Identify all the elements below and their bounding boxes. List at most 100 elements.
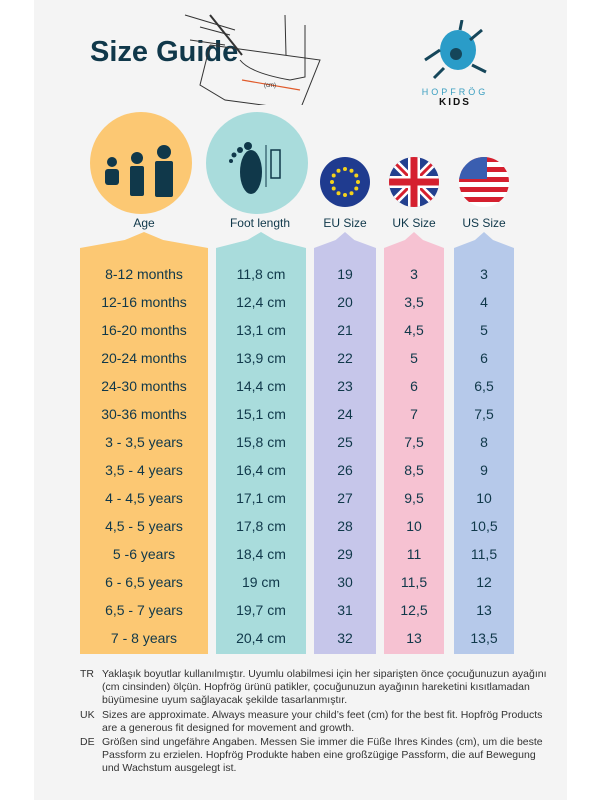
column-us-size: 3 4 5 6 6,5 7,5 8 9 10 10,5 11,5 12 13 13,5	[454, 232, 514, 654]
cell-us-size: 11,5	[470, 546, 498, 562]
cell-us-size: 12	[476, 574, 492, 590]
column-uk-size: 3 3,5 4,5 5 6 7 7,5 8,5 9,5 10 11 11,5 12,5 13	[384, 232, 444, 654]
cell-foot-length: 18,4 cm	[236, 546, 286, 562]
cell-eu-size: 26	[337, 462, 353, 478]
cell-uk-size: 10	[406, 518, 422, 534]
cell-age: 4,5 - 5 years	[105, 518, 183, 534]
note-text: Sizes are approximate. Always measure yo…	[102, 708, 543, 734]
cell-us-size: 7,5	[474, 406, 494, 422]
cell-eu-size: 30	[337, 574, 353, 590]
cell-foot-length: 12,4 cm	[236, 294, 286, 310]
cell-age: 24-30 months	[101, 378, 187, 394]
cell-age: 20-24 months	[101, 350, 187, 366]
column-foot-length: 11,8 cm 12,4 cm 13,1 cm 13,9 cm 14,4 cm 15,1 …	[216, 232, 306, 654]
column-eu-size: 19 20 21 22 23 24 25 26 27 28 29 30 31 32	[314, 232, 376, 654]
note-text: Größen sind ungefähre Angaben. Messen Si…	[102, 736, 543, 775]
cell-age: 16-20 months	[101, 322, 187, 338]
measure-label: (cm)	[264, 83, 276, 89]
cell-uk-size: 4,5	[404, 322, 424, 338]
cell-foot-length: 15,8 cm	[236, 434, 286, 450]
column-age: 8-12 months 12-16 months 16-20 months 20-24…	[80, 232, 208, 654]
cell-uk-size: 8,5	[404, 462, 424, 478]
page-title: Size Guide	[90, 36, 239, 68]
cell-eu-size: 21	[337, 322, 353, 338]
hopfrog-logo: HOPFRÖG KIDS	[410, 19, 500, 108]
cell-us-size: 3	[480, 266, 488, 282]
header-foot-length: Foot length	[229, 216, 291, 230]
cell-age: 6,5 - 7 years	[105, 602, 183, 618]
note-uk: UK Sizes are approximate. Always measure …	[80, 709, 550, 735]
cell-uk-size: 5	[410, 350, 418, 366]
cell-eu-size: 24	[337, 406, 353, 422]
cell-age: 6 - 6,5 years	[105, 574, 183, 590]
cell-foot-length: 13,1 cm	[236, 322, 286, 338]
cell-age: 4 - 4,5 years	[105, 490, 183, 506]
logo-sub: KIDS	[439, 97, 471, 108]
cell-us-size: 13,5	[470, 630, 498, 646]
cell-us-size: 10,5	[470, 518, 498, 534]
cell-age: 30-36 months	[101, 406, 187, 422]
cell-us-size: 6,5	[474, 378, 494, 394]
cell-uk-size: 7,5	[404, 434, 424, 450]
cell-us-size: 4	[480, 294, 488, 310]
cell-eu-size: 25	[337, 434, 353, 450]
cell-foot-length: 17,8 cm	[236, 518, 286, 534]
cell-foot-length: 20,4 cm	[236, 630, 286, 646]
cell-foot-length: 19 cm	[241, 574, 281, 590]
cell-foot-length: 11,8 cm	[236, 266, 286, 282]
header-us-size: US Size	[462, 216, 506, 230]
cell-uk-size: 3,5	[404, 294, 424, 310]
cell-age: 8-12 months	[105, 266, 183, 282]
cell-foot-length: 14,4 cm	[236, 378, 286, 394]
foot-measuring-illustration: (cm)	[184, 14, 321, 105]
cell-age: 3 - 3,5 years	[105, 434, 183, 450]
cell-uk-size: 13	[406, 630, 422, 646]
cell-foot-length: 15,1 cm	[236, 406, 286, 422]
cell-foot-length: 16,4 cm	[236, 462, 286, 478]
cell-uk-size: 9,5	[404, 490, 424, 506]
cell-uk-size: 7	[410, 406, 418, 422]
cell-eu-size: 19	[337, 266, 353, 282]
cell-us-size: 8	[480, 434, 488, 450]
header-eu-size: EU Size	[323, 216, 367, 230]
header-uk-size: UK Size	[392, 216, 436, 230]
cell-uk-size: 11,5	[400, 574, 428, 590]
cell-us-size: 6	[480, 350, 488, 366]
cell-age: 7 - 8 years	[110, 630, 178, 646]
us-flag-icon	[459, 157, 509, 207]
note-text: Yaklaşık boyutlar kullanılmıştır. Uyumlu…	[102, 668, 547, 707]
cell-eu-size: 32	[337, 630, 353, 646]
cell-age: 5 -6 years	[112, 546, 176, 562]
cell-us-size: 10	[476, 490, 492, 506]
size-notes: TR Yaklaşık boyutlar kullanılmıştır. Uyum…	[80, 668, 550, 777]
cell-eu-size: 29	[337, 546, 353, 562]
cell-eu-size: 27	[337, 490, 353, 506]
cell-eu-size: 31	[337, 602, 353, 618]
cell-foot-length: 17,1 cm	[236, 490, 286, 506]
cell-uk-size: 11	[406, 546, 422, 562]
note-lang: DE	[80, 736, 95, 749]
cell-foot-length: 19,7 cm	[236, 602, 286, 618]
foot-ruler-icon	[206, 112, 308, 214]
note-de: DE Größen sind ungefähre Angaben. Messen …	[80, 736, 550, 776]
cell-eu-size: 23	[337, 378, 353, 394]
note-lang: UK	[80, 708, 95, 721]
frog-icon	[424, 19, 487, 80]
cell-eu-size: 22	[337, 350, 353, 366]
uk-flag-icon	[389, 157, 439, 207]
eu-flag-icon	[320, 157, 370, 207]
cell-uk-size: 6	[410, 378, 418, 394]
cell-us-size: 13	[476, 602, 492, 618]
cell-eu-size: 20	[337, 294, 353, 310]
logo-brand: HOPFRÖG	[421, 87, 489, 97]
cell-uk-size: 3	[410, 266, 418, 282]
cell-foot-length: 13,9 cm	[236, 350, 286, 366]
cell-age: 12-16 months	[101, 294, 187, 310]
cell-age: 3,5 - 4 years	[105, 462, 183, 478]
cell-eu-size: 28	[337, 518, 353, 534]
cell-uk-size: 12,5	[400, 602, 428, 618]
cell-us-size: 5	[480, 322, 488, 338]
header-age: Age	[133, 216, 155, 230]
note-tr: TR Yaklaşık boyutlar kullanılmıştır. Uyum…	[80, 668, 550, 708]
note-lang: TR	[80, 668, 94, 680]
